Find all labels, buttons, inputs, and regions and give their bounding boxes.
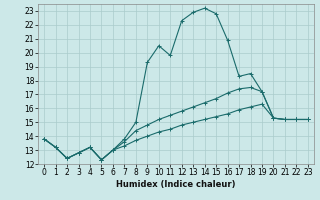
- X-axis label: Humidex (Indice chaleur): Humidex (Indice chaleur): [116, 180, 236, 189]
